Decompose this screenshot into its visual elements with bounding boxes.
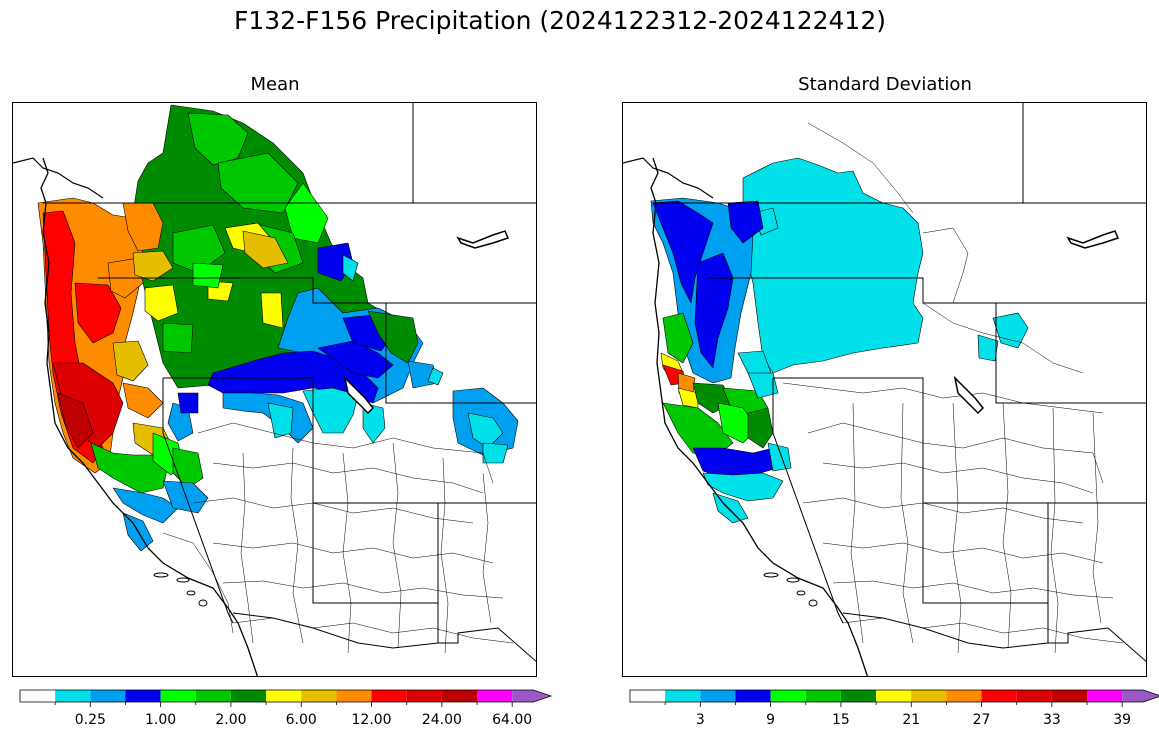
mean-colorbar-swatch bbox=[230, 690, 267, 702]
mean-colorbar-swatch bbox=[301, 690, 337, 702]
stddev-colorbar-tick-label: 21 bbox=[902, 712, 921, 728]
stddev-map-graphic bbox=[623, 103, 1146, 676]
stddev-basin-outlines bbox=[782, 122, 1124, 654]
mean-coastline bbox=[40, 157, 259, 676]
mean-colorbar-swatch bbox=[371, 690, 407, 702]
mean-panel-title: Mean bbox=[250, 74, 300, 95]
figure-title: F132-F156 Precipitation (2024122312-2024… bbox=[233, 6, 886, 35]
mean-colorbar-outline bbox=[19, 689, 553, 703]
stddev-colorbar-tick-label: 3 bbox=[695, 712, 705, 728]
stddev-colorbar-swatch bbox=[805, 690, 841, 702]
stddev-colorbar-swatch bbox=[1051, 690, 1088, 702]
mean-colorbar-swatch bbox=[90, 690, 126, 702]
stddev-colorbar-tick-label: 9 bbox=[766, 712, 776, 728]
stddev-colorbar-tick-label: 15 bbox=[832, 712, 850, 728]
stddev-colorbar-swatch bbox=[946, 690, 982, 702]
stddev-colorbar-swatch bbox=[1016, 690, 1052, 702]
stddev-channel-islands bbox=[763, 572, 818, 607]
stddev-colorbar-swatch bbox=[1122, 690, 1159, 702]
stddev-colorbar bbox=[629, 689, 1159, 707]
stddev-panel-title: Standard Deviation bbox=[798, 74, 972, 95]
mean-precipitation-map bbox=[12, 102, 537, 677]
mean-colorbar-tick-label: 1.00 bbox=[145, 712, 177, 728]
mean-state-borders bbox=[43, 103, 536, 662]
stddev-colorbar-swatch bbox=[840, 690, 877, 702]
stddev-colorbar-swatch bbox=[735, 690, 771, 702]
mean-colorbar bbox=[19, 689, 553, 707]
stddev-great-salt-lake-icon bbox=[953, 375, 985, 415]
mean-colorbar-swatch bbox=[55, 690, 91, 702]
mean-colorbar-tick-label: 6.00 bbox=[285, 712, 317, 728]
stddev-lake-icon bbox=[1066, 230, 1120, 249]
mean-colorbar-tick-label: 12.00 bbox=[351, 712, 392, 728]
mean-colorbar-tick-label: 64.00 bbox=[492, 712, 533, 728]
mean-vancouver-island bbox=[13, 157, 104, 199]
mean-colorbar-swatch bbox=[266, 690, 302, 702]
stddev-colorbar-swatch bbox=[981, 690, 1017, 702]
mean-precip-regions bbox=[37, 104, 519, 552]
mean-great-salt-lake-icon bbox=[343, 375, 375, 415]
mean-colorbar-swatch bbox=[477, 690, 513, 702]
stddev-precipitation-map bbox=[622, 102, 1147, 677]
mean-colorbar-swatch bbox=[195, 690, 231, 702]
stddev-colorbar-tick-label: 39 bbox=[1113, 712, 1132, 728]
stddev-colorbar-swatch bbox=[665, 690, 701, 702]
stddev-colorbar-swatch bbox=[770, 690, 806, 702]
mean-colorbar-swatch bbox=[20, 690, 56, 702]
mean-colorbar-swatch bbox=[125, 690, 161, 702]
mean-colorbar-swatch bbox=[336, 690, 372, 702]
stddev-coastline bbox=[650, 157, 869, 676]
mean-map-graphic bbox=[13, 103, 536, 676]
mean-colorbar-swatch bbox=[160, 690, 196, 702]
mean-colorbar-tick-label: 2.00 bbox=[215, 712, 247, 728]
stddev-colorbar-graphic bbox=[629, 689, 1159, 707]
stddev-colorbar-swatch bbox=[911, 690, 947, 702]
mean-colorbar-tick-label: 0.25 bbox=[74, 712, 106, 728]
mean-colorbar-swatch bbox=[512, 690, 551, 702]
stddev-colorbar-swatch bbox=[1087, 690, 1123, 702]
stddev-vancouver-island bbox=[623, 157, 714, 199]
mean-colorbar-ticks: 0.25 1.00 2.00 6.00 12.00 24.00 64.00 bbox=[20, 712, 560, 732]
mean-colorbar-graphic bbox=[19, 689, 553, 707]
mean-colorbar-tick-label: 24.00 bbox=[421, 712, 462, 728]
stddev-colorbar-ticks: 3 9 15 21 27 33 39 bbox=[630, 712, 1159, 732]
stddev-colorbar-swatch bbox=[876, 690, 912, 702]
mean-colorbar-swatch bbox=[441, 690, 478, 702]
stddev-state-borders bbox=[653, 103, 1146, 662]
stddev-colorbar-tick-label: 27 bbox=[972, 712, 991, 728]
stddev-colorbar-swatch bbox=[630, 690, 666, 702]
stddev-colorbar-swatch bbox=[700, 690, 736, 702]
stddev-precip-regions bbox=[650, 157, 1029, 524]
mean-lake-icon bbox=[456, 230, 510, 249]
stddev-colorbar-tick-label: 33 bbox=[1042, 712, 1061, 728]
mean-channel-islands bbox=[153, 572, 208, 607]
mean-basin-outlines bbox=[162, 422, 514, 654]
mean-colorbar-swatch bbox=[406, 690, 442, 702]
stddev-colorbar-outline bbox=[629, 689, 1159, 703]
